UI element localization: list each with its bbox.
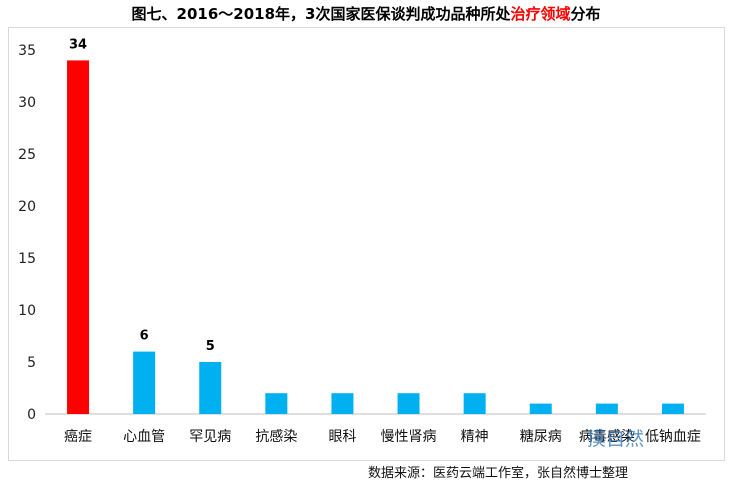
x-category-label: 糖尿病	[520, 429, 562, 445]
y-tick-label: 20	[18, 199, 36, 215]
x-category-label: 罕见病	[189, 429, 231, 445]
source-note: 数据来源：医药云端工作室，张自然博士整理	[368, 466, 629, 481]
data-label: 34	[69, 37, 87, 52]
title-highlight: 治疗领域	[510, 5, 571, 23]
y-tick-label: 10	[18, 303, 36, 319]
data-label: 5	[206, 339, 215, 354]
title-suffix: 分布	[570, 5, 601, 23]
watermark: 摸自然	[587, 428, 645, 450]
y-tick-label: 35	[18, 43, 36, 59]
chart-title: 图七、2016～2018年，3次国家医保谈判成功品种所处治疗领域分布	[0, 3, 732, 24]
bar	[595, 403, 618, 414]
bar	[397, 393, 420, 414]
y-tick-label: 15	[18, 251, 36, 267]
x-category-label: 癌症	[64, 429, 92, 445]
y-tick-label: 0	[27, 407, 36, 423]
title-prefix: 图七、2016～2018年，3次国家医保谈判成功品种所处	[131, 5, 511, 23]
x-category-label: 抗感染	[255, 428, 297, 445]
bar	[463, 393, 486, 414]
data-label: 6	[140, 329, 149, 344]
y-tick-label: 5	[27, 355, 36, 371]
x-category-label: 精神	[461, 429, 489, 445]
x-category-label: 心血管	[123, 429, 165, 445]
x-category-label: 眼科	[328, 429, 356, 445]
bar	[661, 403, 684, 414]
y-tick-label: 30	[18, 95, 36, 111]
bar	[529, 403, 552, 414]
x-category-label: 病毒感染	[579, 428, 635, 445]
bar	[133, 351, 156, 414]
bar	[331, 393, 354, 414]
bar	[67, 60, 90, 415]
x-category-label: 低钠血症	[645, 429, 701, 445]
x-category-label: 慢性肾病	[381, 428, 437, 445]
bar	[265, 393, 288, 414]
chart-frame	[8, 27, 725, 461]
bar	[199, 362, 222, 414]
y-tick-label: 25	[18, 147, 36, 163]
